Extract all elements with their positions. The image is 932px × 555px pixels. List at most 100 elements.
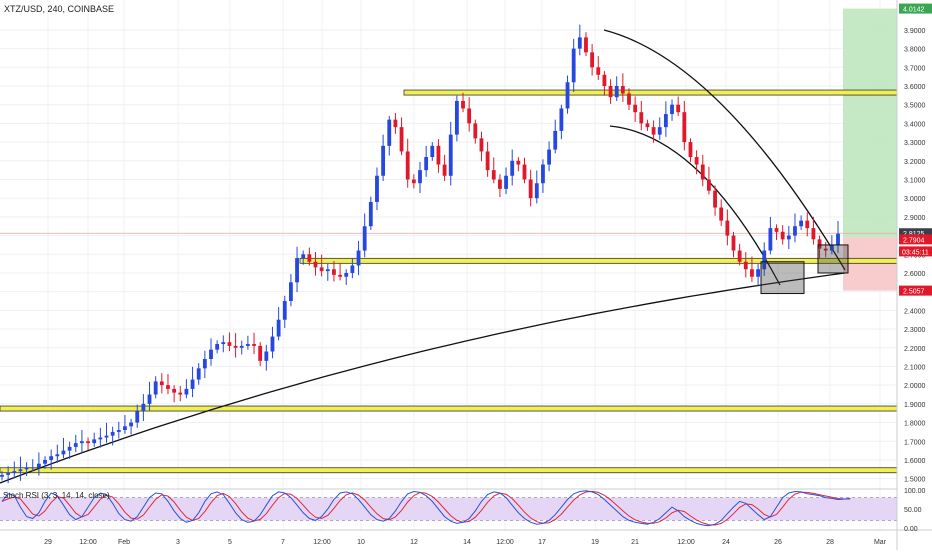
candle-body	[522, 164, 527, 180]
time-tick-label: 5	[228, 539, 232, 546]
candle-body	[620, 86, 625, 94]
candle-body	[577, 37, 582, 49]
stoch-k-line	[1, 490, 851, 527]
candle-body	[528, 179, 533, 199]
candle-body	[565, 82, 570, 109]
candle-body	[756, 269, 760, 277]
stoch-d-line	[1, 490, 851, 526]
candle-body	[104, 435, 109, 438]
position-zones	[0, 8, 897, 291]
stoch-rsi-pane	[0, 488, 932, 531]
stoch-tick-label: 50.00	[904, 507, 922, 514]
price-tick-label: 1.6000	[904, 458, 926, 465]
candle-body	[627, 93, 631, 105]
candle-body	[780, 231, 785, 240]
candle-body	[301, 254, 306, 259]
candle-body	[399, 127, 404, 152]
candle-body	[221, 342, 226, 345]
candle-body	[584, 37, 588, 53]
candle-body	[485, 151, 490, 171]
candle-body	[393, 119, 398, 128]
candle-body	[430, 145, 435, 158]
candle-body	[663, 114, 668, 128]
candle-body	[473, 123, 478, 139]
stoch-band	[0, 497, 897, 521]
candle-body	[43, 459, 47, 464]
candle-body	[596, 67, 601, 75]
candle-body	[190, 379, 195, 389]
candle-body	[12, 471, 17, 474]
candle-body	[18, 469, 23, 472]
time-tick-label: 10	[357, 539, 365, 546]
candle-body	[719, 207, 724, 221]
lower-arc	[609, 125, 781, 286]
candle-body	[750, 269, 754, 277]
candle-body	[743, 261, 748, 270]
candle-body	[768, 228, 773, 251]
candle-body	[178, 392, 183, 395]
price-tick-label: 3.0000	[904, 196, 926, 203]
candle-body	[571, 48, 576, 83]
stop-loss-zone	[843, 237, 897, 291]
candle-body	[608, 86, 613, 98]
retest-box-1	[760, 261, 805, 295]
candle-body	[338, 274, 342, 277]
horizontal-level	[403, 89, 898, 96]
candle-body	[325, 269, 330, 272]
candle-body	[504, 175, 508, 189]
candle-body	[332, 269, 336, 275]
time-tick-label: 29	[44, 539, 52, 546]
candle-body	[6, 473, 11, 475]
candle-body	[387, 119, 392, 146]
candle-body	[368, 201, 373, 227]
candle-body	[479, 138, 484, 152]
trend-drawings	[0, 29, 846, 484]
candle-body	[553, 130, 558, 150]
time-tick-label: 12:00	[496, 539, 514, 546]
candle-body	[817, 239, 822, 249]
candle-body	[547, 149, 551, 165]
candle-body	[110, 431, 115, 436]
candle-body	[123, 426, 127, 431]
price-axis[interactable]: 1.5000 1.6000 1.7000 1.8000 1.9000 2.0000 2.10…	[896, 0, 932, 550]
time-tick-label: 21	[631, 539, 639, 546]
candle-body	[645, 123, 650, 128]
time-tick-label: 12	[410, 539, 418, 546]
candle-body	[258, 345, 263, 361]
stop-loss-tag-bg	[899, 285, 932, 296]
upper-arc	[603, 29, 846, 271]
candle-body	[209, 349, 213, 359]
candle-body	[516, 160, 521, 165]
candle-body	[239, 345, 244, 348]
horizontal-level	[0, 467, 898, 474]
price-tick-label: 1.5000	[904, 477, 926, 484]
candle-body	[602, 74, 607, 87]
candle-body	[36, 463, 41, 468]
candle-body	[541, 164, 545, 184]
candle-body	[362, 226, 367, 251]
candle-body	[116, 430, 121, 432]
price-tick-label: 2.9000	[904, 215, 926, 222]
candle-body	[700, 164, 705, 180]
candle-body	[30, 467, 35, 469]
candle-body	[793, 226, 797, 236]
time-axis[interactable]: 29 12:00 Feb 3 5 7 12:00 10 12 14 12:00 17 19 21 12:00…	[44, 539, 887, 546]
time-tick-label: 7	[281, 539, 285, 546]
candle-body	[215, 344, 220, 350]
time-tick-label: Feb	[118, 539, 130, 546]
candle-body	[418, 170, 422, 184]
candle-body	[510, 160, 515, 176]
candle-body	[491, 170, 496, 180]
candle-body	[92, 439, 97, 444]
candle-body	[786, 235, 791, 240]
candle-body	[590, 52, 595, 68]
candle-body	[454, 100, 459, 135]
rising-trend-curve	[0, 272, 846, 484]
candle-body	[651, 127, 656, 135]
price-tick-label: 3.8000	[904, 47, 926, 54]
candle-body	[159, 381, 164, 386]
price-tick-label: 2.6000	[904, 271, 926, 278]
candle-body	[135, 411, 140, 423]
stoch-tick-label: 0.00	[904, 526, 918, 533]
